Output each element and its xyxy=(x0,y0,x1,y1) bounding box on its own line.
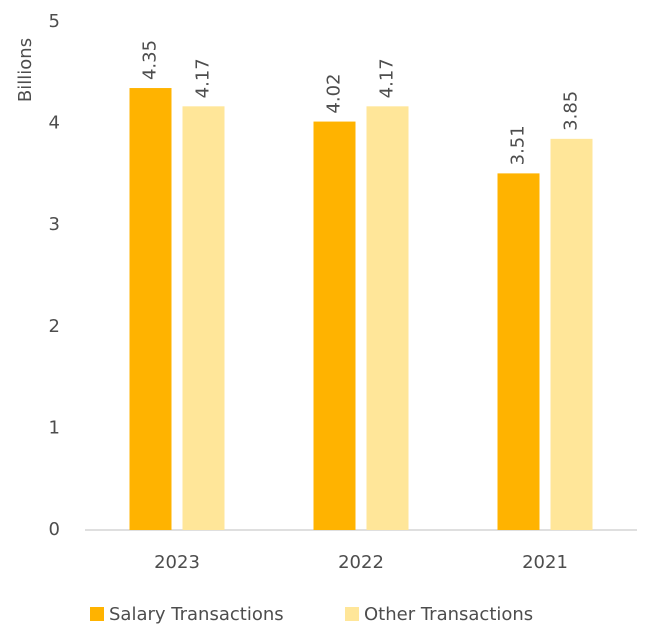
data-label: 3.51 xyxy=(508,125,529,165)
bar xyxy=(129,88,172,530)
y-tick-label: 4 xyxy=(49,113,60,134)
data-label: 4.17 xyxy=(193,58,214,98)
bar xyxy=(497,173,540,530)
x-tick-label: 2021 xyxy=(522,552,568,573)
data-label: 4.17 xyxy=(377,58,398,98)
legend-swatch xyxy=(345,607,359,621)
legend-swatch xyxy=(90,607,104,621)
bar xyxy=(313,121,356,531)
legend-label: Other Transactions xyxy=(364,604,533,625)
x-tick-label: 2023 xyxy=(154,552,200,573)
y-tick-label: 1 xyxy=(49,417,60,438)
bar xyxy=(366,106,409,530)
y-tick-label: 0 xyxy=(49,519,60,540)
data-label: 4.02 xyxy=(324,73,345,113)
data-label: 4.35 xyxy=(140,40,161,80)
bar xyxy=(182,106,225,530)
y-tick-label: 5 xyxy=(49,11,60,32)
legend-label: Salary Transactions xyxy=(109,604,284,625)
y-tick-label: 3 xyxy=(49,214,60,235)
x-tick-label: 2022 xyxy=(338,552,384,573)
y-tick-label: 2 xyxy=(49,316,60,337)
data-label: 3.85 xyxy=(561,91,582,131)
bar xyxy=(550,138,593,530)
y-axis-label: Billions xyxy=(15,38,36,102)
